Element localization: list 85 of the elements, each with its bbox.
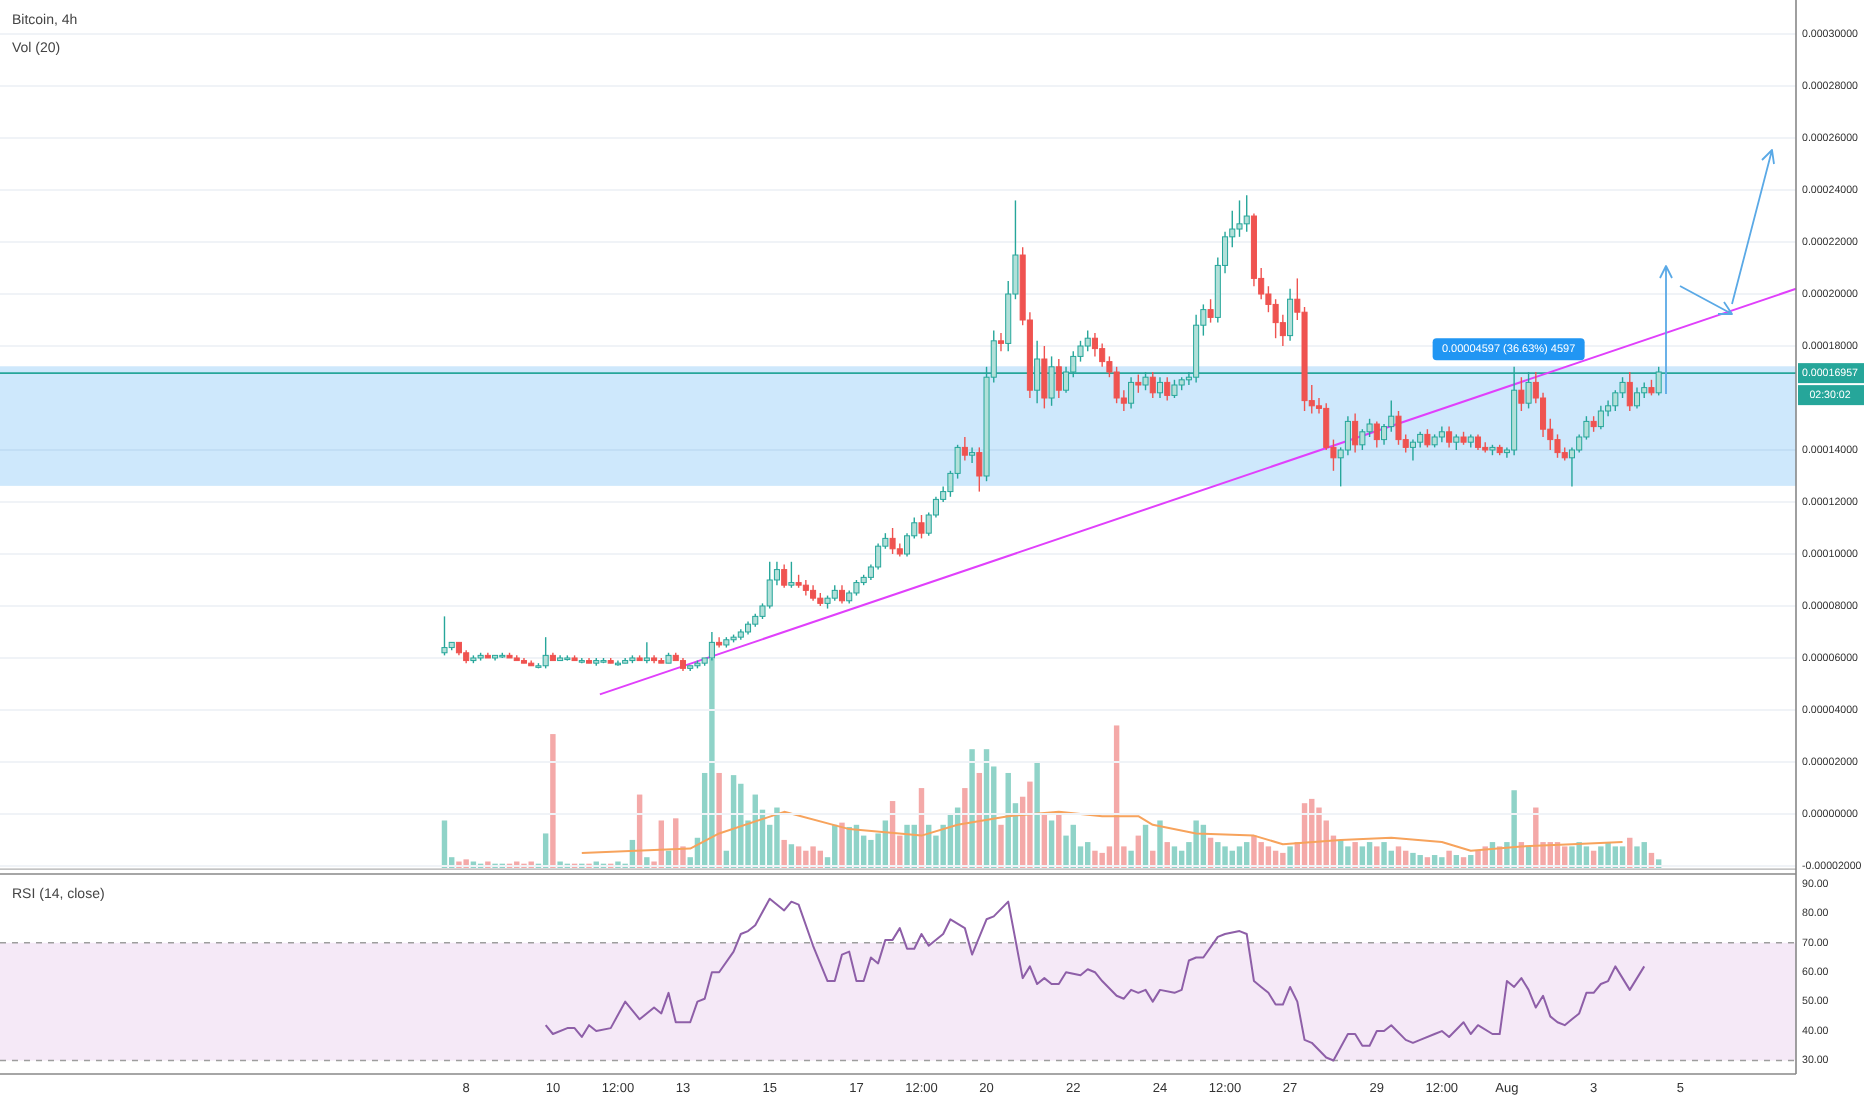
candlestick <box>1055 358 1062 399</box>
candlestick <box>1597 405 1604 430</box>
bar <box>1215 842 1221 868</box>
bar <box>1605 842 1611 868</box>
bar <box>1410 852 1416 868</box>
candlestick <box>1381 423 1388 446</box>
candlestick <box>889 527 896 555</box>
bar <box>781 839 787 868</box>
bar <box>644 857 650 868</box>
bar <box>810 846 816 868</box>
bar <box>1056 814 1062 868</box>
bar <box>1417 855 1423 868</box>
candlestick <box>1287 288 1294 342</box>
bar <box>969 749 975 868</box>
candlestick <box>1633 386 1641 410</box>
bar <box>1634 846 1640 868</box>
candlestick <box>1612 389 1619 412</box>
bar <box>738 783 744 868</box>
bar <box>1287 846 1293 868</box>
bar <box>716 772 722 868</box>
bar <box>1251 835 1257 868</box>
candlestick <box>781 563 788 589</box>
candlestick <box>1518 376 1525 412</box>
bar <box>1345 846 1351 868</box>
candlestick <box>969 446 976 464</box>
candlestick <box>1409 438 1416 462</box>
candlestick <box>997 332 1005 352</box>
bar <box>998 824 1004 868</box>
candlestick <box>1344 415 1351 456</box>
candlestick <box>1135 373 1142 394</box>
bar <box>1157 820 1163 868</box>
bar <box>868 839 874 868</box>
candlestick <box>788 561 795 589</box>
bar <box>1027 781 1033 868</box>
bar <box>1316 807 1322 868</box>
candlestick <box>918 514 925 540</box>
bar <box>1092 850 1098 868</box>
bar <box>1099 852 1105 868</box>
bar <box>1381 842 1387 868</box>
bar <box>904 824 910 868</box>
candlestick <box>1084 329 1091 352</box>
bar <box>1374 846 1380 868</box>
candlestick <box>1149 371 1156 399</box>
bar <box>1475 850 1481 868</box>
bar <box>1258 842 1264 868</box>
bar <box>803 850 809 868</box>
bar <box>1533 807 1539 868</box>
candlestick <box>1171 379 1178 399</box>
candlestick <box>1207 298 1214 324</box>
bar <box>1128 850 1134 868</box>
candlestick <box>1352 412 1359 454</box>
bar <box>1511 790 1517 868</box>
candlestick <box>1446 425 1453 449</box>
candlestick <box>838 584 846 605</box>
bar <box>1598 846 1604 868</box>
candlestick <box>1041 345 1048 410</box>
candlestick <box>716 636 723 649</box>
bar <box>1352 842 1358 868</box>
bar <box>1439 857 1445 868</box>
candlestick <box>1626 371 1633 412</box>
bar <box>1222 846 1228 868</box>
candlestick <box>1395 410 1402 446</box>
bar <box>1576 842 1582 868</box>
candlestick <box>1164 376 1171 402</box>
candlestick <box>643 641 650 664</box>
candlestick <box>1373 420 1380 449</box>
candlestick <box>766 561 773 610</box>
bar <box>1280 852 1286 868</box>
bar <box>1569 846 1575 868</box>
bar <box>1034 762 1040 868</box>
bar <box>1446 850 1452 868</box>
candlestick <box>1243 194 1250 233</box>
candlestick <box>961 436 968 462</box>
candlestick <box>976 446 983 493</box>
bar <box>962 788 968 868</box>
bar <box>550 734 556 868</box>
bar <box>839 822 845 868</box>
candlestick <box>1323 402 1330 451</box>
bar <box>774 807 780 868</box>
bar <box>1193 820 1199 868</box>
candlestick <box>708 631 715 662</box>
candlestick <box>542 636 549 670</box>
candlestick <box>1424 428 1431 449</box>
candlestick <box>441 615 448 657</box>
candlestick <box>802 579 809 597</box>
